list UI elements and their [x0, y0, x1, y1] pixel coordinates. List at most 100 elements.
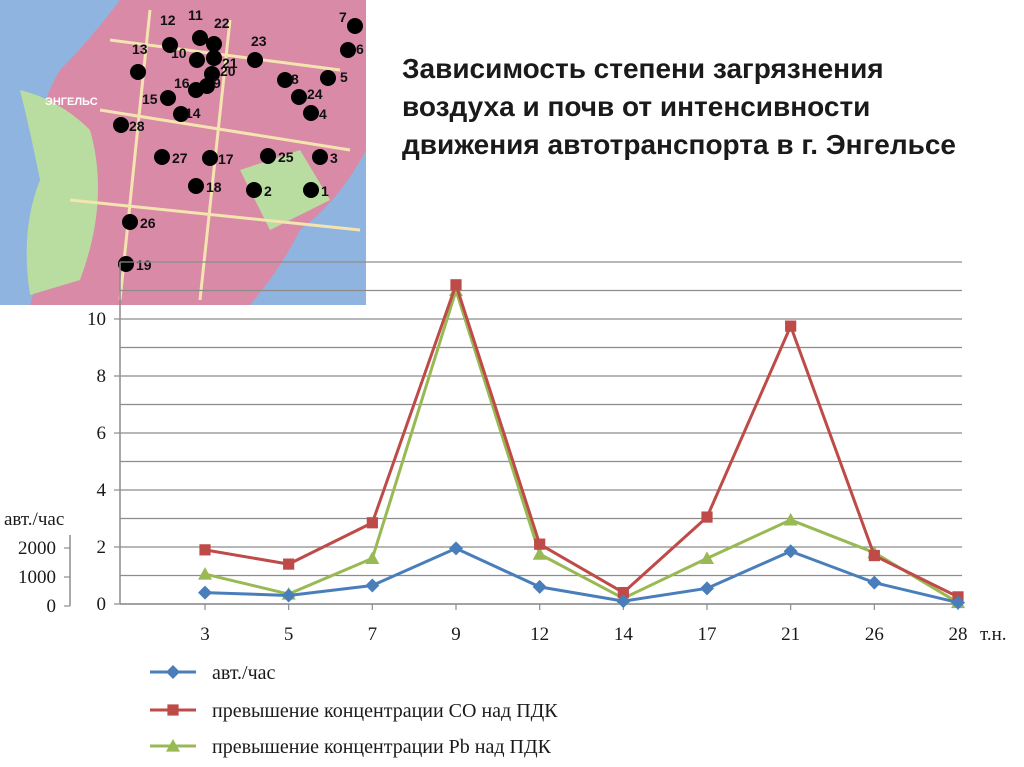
map-point-label: 13	[132, 41, 148, 57]
x-tick-label: 17	[698, 624, 717, 645]
data-point	[783, 544, 798, 559]
data-point	[283, 558, 295, 570]
map-point-label: 1	[321, 183, 329, 199]
map-point-label: 16	[174, 75, 190, 91]
y-tick-label: 6	[97, 423, 107, 444]
legend-item: превышение концентрации Pb над ПДК	[150, 736, 552, 758]
map-point-label: 22	[214, 15, 230, 31]
map-point-marker	[347, 18, 363, 34]
x-tick-label: 5	[284, 624, 294, 645]
data-point	[532, 579, 547, 594]
chart-tick-labels: 0 2 4 6 8 10 0 1000 2000 авт./час 3 5 7 9 12 14 17 21 26 28…	[4, 309, 1007, 645]
map-point-label: 5	[340, 69, 348, 85]
map-point-marker	[122, 214, 138, 230]
left-axis-label: авт./час	[4, 509, 64, 530]
map-point-marker	[160, 90, 176, 106]
map-point-marker	[246, 182, 262, 198]
data-point	[198, 585, 212, 600]
map-point-label: 27	[172, 150, 188, 166]
map-point-label: 28	[129, 118, 145, 134]
series-1	[198, 541, 965, 610]
data-point	[700, 581, 714, 596]
map-point-label: 21	[222, 55, 238, 71]
data-point	[867, 575, 882, 590]
data-point	[166, 739, 180, 752]
map-point-marker	[162, 37, 178, 53]
legend-item: авт./час	[150, 662, 276, 684]
map-point-marker	[312, 149, 328, 165]
chart-legend: авт./час превышение концентрации CO над П…	[150, 662, 558, 758]
map-point-label: 10	[171, 45, 187, 61]
map-point-marker	[192, 30, 208, 46]
map-point-label: 20	[220, 63, 236, 79]
data-point	[785, 320, 797, 332]
x-tick-label: 3	[200, 624, 210, 645]
data-point	[199, 544, 211, 556]
map-point-marker	[130, 64, 146, 80]
park-shape	[240, 150, 330, 230]
chart-grid	[120, 261, 962, 605]
series-2	[199, 279, 964, 603]
map-point-label: 9	[213, 75, 221, 91]
series-line	[204, 283, 959, 599]
x-tick-label: 14	[614, 624, 634, 645]
water-shape	[250, 150, 366, 305]
map-point-label: 3	[330, 150, 338, 166]
chart-series	[198, 279, 965, 610]
data-point	[449, 541, 463, 556]
data-point	[166, 665, 180, 679]
map-point-marker	[320, 70, 336, 86]
data-point	[617, 587, 629, 599]
legend-item: превышение концентрации CO над ПДК	[150, 700, 558, 722]
map-point-label: 14	[185, 105, 201, 121]
map-point-label: 23	[251, 33, 267, 49]
map-point-label: 24	[307, 86, 323, 102]
map-point-label: 19	[136, 257, 152, 273]
map-point-marker	[188, 178, 204, 194]
map-point-marker	[247, 52, 263, 68]
x-axis-unit: т.н.	[980, 624, 1007, 645]
secondary-tick-label: 2000	[18, 538, 56, 559]
y-tick-label: 4	[97, 480, 107, 501]
x-tick-label: 21	[781, 624, 800, 645]
map-point-label: 7	[339, 9, 347, 25]
map-point-marker	[206, 50, 222, 66]
map-point-marker	[340, 42, 356, 58]
data-point	[701, 511, 713, 523]
map-point-marker	[303, 182, 319, 198]
map-point-marker	[199, 78, 215, 94]
map-point-label: 12	[160, 12, 176, 28]
data-point	[783, 512, 798, 526]
map-point-label: 15	[142, 91, 158, 107]
map-point-marker	[113, 117, 129, 133]
data-point	[198, 567, 212, 580]
map-point-label: 11	[188, 7, 203, 23]
y-tick-label: 10	[87, 309, 106, 330]
data-point	[450, 279, 462, 291]
map-point-label: 6	[356, 41, 364, 57]
series-line	[204, 546, 959, 605]
y-tick-label: 8	[97, 366, 107, 387]
map-point-marker	[206, 36, 222, 52]
map-point-label: 2	[264, 183, 272, 199]
secondary-tick-label: 1000	[18, 567, 56, 588]
legend-label: превышение концентрации Pb над ПДК	[212, 736, 552, 758]
data-point	[167, 704, 179, 716]
series-line	[204, 289, 959, 604]
data-point	[365, 578, 380, 593]
x-tick-label: 9	[451, 624, 461, 645]
x-tick-label: 28	[949, 624, 968, 645]
map-point-marker	[291, 89, 307, 105]
park-shape	[20, 90, 98, 295]
map-point-marker	[204, 66, 220, 82]
map-point-label: 25	[278, 149, 294, 165]
legend-label: превышение концентрации CO над ПДК	[212, 700, 558, 722]
map-point-marker	[202, 150, 218, 166]
series-3	[198, 283, 965, 609]
legend-label: авт./час	[212, 662, 276, 684]
page-title: Зависимость степени загрязнения воздуха …	[402, 53, 956, 160]
secondary-tick-label: 0	[47, 596, 57, 617]
